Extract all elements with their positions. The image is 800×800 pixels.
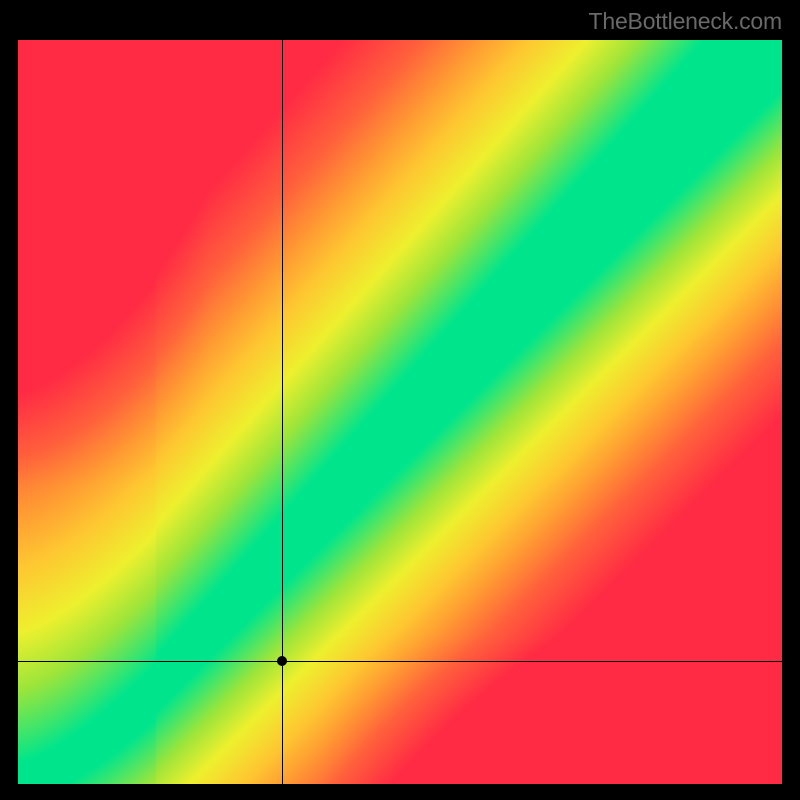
crosshair-marker	[277, 656, 287, 666]
heatmap-canvas	[18, 40, 782, 784]
crosshair-horizontal	[18, 661, 782, 662]
crosshair-vertical	[282, 40, 283, 784]
heatmap-plot	[18, 40, 782, 784]
watermark-text: TheBottleneck.com	[589, 8, 782, 35]
chart-container: TheBottleneck.com	[0, 0, 800, 800]
